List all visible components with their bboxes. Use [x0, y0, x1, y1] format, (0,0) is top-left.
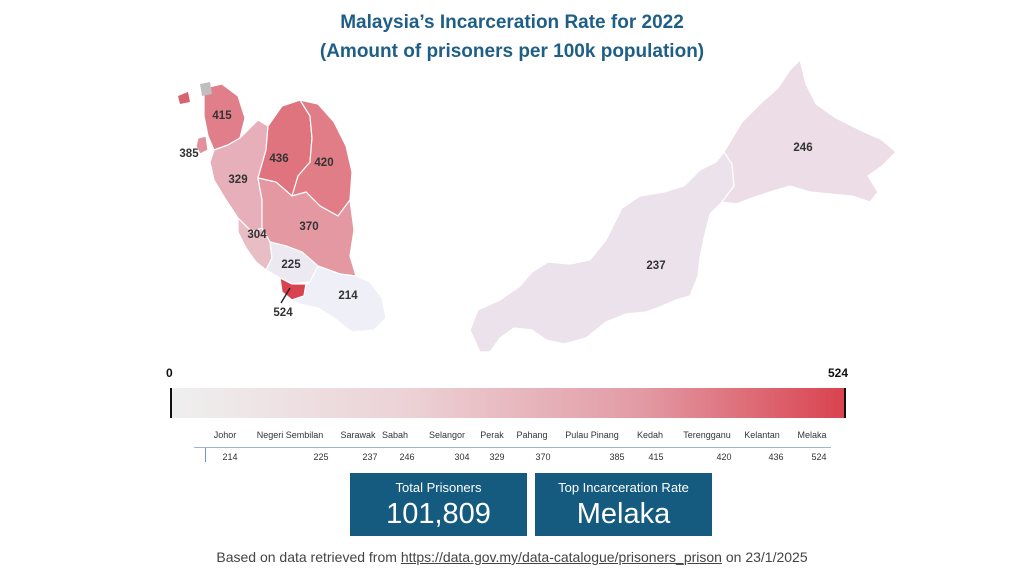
- legend-max-label: 524: [828, 366, 849, 380]
- region-sabah[interactable]: [720, 58, 897, 205]
- label-terengganu: 420: [314, 157, 333, 169]
- label-kelantan: 436: [269, 153, 288, 165]
- kpi-total-value: 101,809: [386, 498, 491, 530]
- chart-subtitle: (Amount of prisoners per 100k population…: [319, 41, 705, 62]
- kpi-top-label: Top Incarceration Rate: [558, 480, 689, 495]
- kpi-total-label: Total Prisoners: [395, 480, 482, 495]
- label-johor: 214: [338, 290, 358, 302]
- table-divider-tick: [205, 448, 206, 462]
- footer-suffix: on 23/1/2025: [721, 549, 808, 565]
- perlis-area: [200, 82, 212, 96]
- kpi-card-top-rate: Top Incarceration Rate Melaka: [535, 473, 712, 536]
- label-negeri-sembilan: 225: [281, 259, 301, 271]
- footer-prefix: Based on data retrieved from: [216, 549, 401, 565]
- kpi-card-total-prisoners: Total Prisoners 101,809: [350, 473, 527, 536]
- label-pahang: 370: [299, 221, 318, 233]
- label-perak: 329: [228, 174, 247, 186]
- legend-min-label: 0: [166, 366, 173, 380]
- label-sarawak: 237: [646, 260, 665, 272]
- melaka-callout-line: [280, 287, 291, 304]
- chart-title: Malaysia’s Incarceration Rate for 2022: [340, 12, 684, 33]
- langkawi-island: [178, 92, 190, 104]
- source-footer: Based on data retrieved from https://dat…: [0, 549, 1024, 565]
- region-johor[interactable]: [290, 265, 387, 333]
- source-link[interactable]: https://data.gov.my/data-catalogue/priso…: [400, 549, 722, 565]
- label-pulau-pinang: 385: [179, 148, 199, 160]
- region-pulau-pinang[interactable]: [195, 135, 209, 155]
- label-kedah: 415: [212, 110, 232, 122]
- table-divider: [194, 447, 831, 448]
- label-selangor: 304: [247, 229, 267, 241]
- label-sabah: 246: [793, 142, 812, 154]
- region-negeri-sembilan[interactable]: [265, 241, 319, 285]
- color-scale-bar: [170, 388, 846, 418]
- kpi-top-value: Melaka: [576, 498, 671, 530]
- region-sarawak[interactable]: [469, 150, 735, 353]
- label-melaka: 524: [273, 307, 293, 319]
